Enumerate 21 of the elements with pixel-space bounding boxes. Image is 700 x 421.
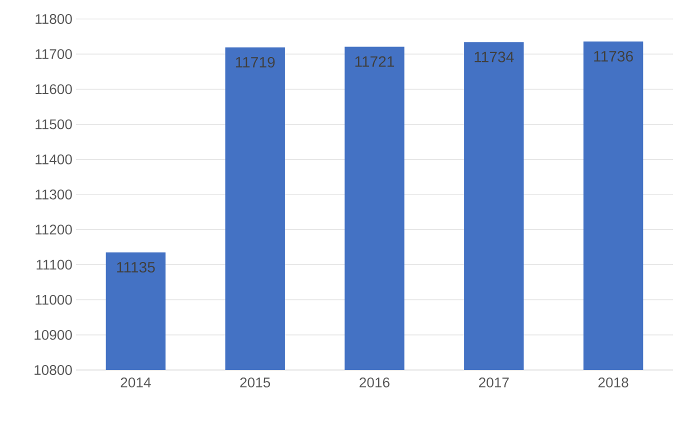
y-tick-label: 11500 bbox=[36, 119, 72, 130]
x-tick-label: 2015 bbox=[240, 378, 270, 388]
x-tick-label: 2017 bbox=[479, 378, 509, 388]
y-tick-label: 10900 bbox=[34, 330, 72, 340]
y-tick-label: 11200 bbox=[36, 224, 72, 235]
data-label: 11721 bbox=[355, 56, 394, 67]
data-label: 11736 bbox=[594, 50, 633, 62]
x-tick-label: 2014 bbox=[120, 378, 151, 388]
data-label: 11734 bbox=[474, 52, 514, 62]
x-tick-label: 2016 bbox=[360, 378, 390, 388]
y-tick-label: 10800 bbox=[34, 365, 72, 375]
y-tick-label: 11800 bbox=[36, 14, 72, 24]
y-tick-label: 11000 bbox=[36, 294, 72, 305]
y-tick-label: 11600 bbox=[36, 84, 72, 94]
y-tick-label: 11700 bbox=[36, 49, 72, 60]
data-label: 11135 bbox=[117, 262, 155, 273]
y-tick-label: 11100 bbox=[36, 260, 72, 270]
y-tick-label: 11400 bbox=[36, 154, 72, 164]
data-label: 11719 bbox=[236, 56, 275, 68]
x-tick-label: 2018 bbox=[598, 378, 628, 388]
y-tick-label: 11300 bbox=[36, 190, 72, 200]
